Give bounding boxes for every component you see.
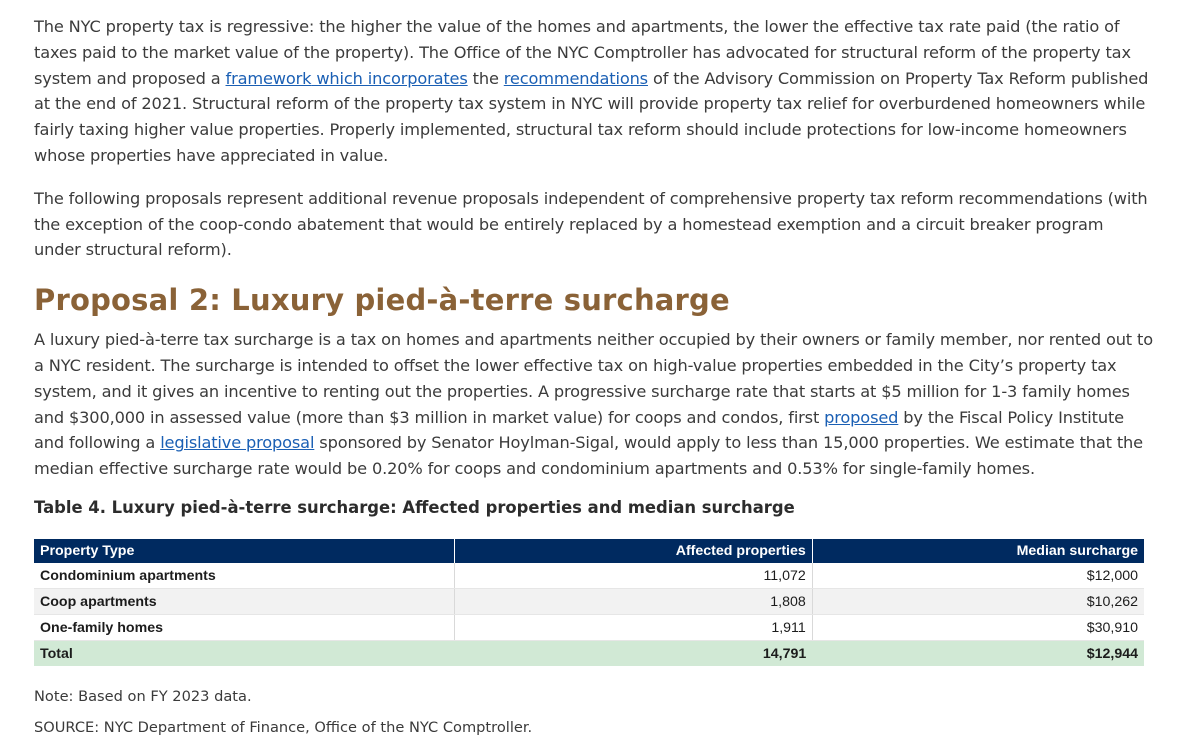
table-header-row: Property Type Affected properties Median… (34, 539, 1144, 563)
cell-median-surcharge: $30,910 (812, 614, 1144, 641)
total-affected-properties: 14,791 (454, 640, 813, 666)
cell-affected-properties: 1,808 (454, 588, 813, 615)
surcharge-table: Property Type Affected properties Median… (34, 539, 1144, 666)
section-paragraph: A luxury pied-à-terre tax surcharge is a… (34, 330, 1153, 479)
recommendations-link[interactable]: recommendations (503, 68, 648, 88)
cell-affected-properties: 1,911 (454, 614, 813, 641)
intro-text: The NYC property tax is regressive: the … (34, 17, 1131, 88)
article-content: The NYC property tax is regressive: the … (34, 14, 1154, 519)
cell-affected-properties: 11,072 (454, 563, 813, 589)
section-heading: Proposal 2: Luxury pied-à-terre surcharg… (34, 283, 730, 318)
total-label: Total (34, 640, 454, 666)
framework-link[interactable]: framework which incorporates (225, 68, 468, 88)
table-note: Note: Based on FY 2023 data. (34, 688, 252, 705)
cell-property-type: One-family homes (34, 614, 455, 641)
table-row: One-family homes 1,911 $30,910 (34, 614, 1144, 641)
table-row: Condominium apartments 11,072 $12,000 (34, 563, 1144, 589)
cell-property-type: Coop apartments (34, 588, 455, 615)
intro-text: of the Advisory Commission on Property T… (34, 68, 1149, 165)
header-affected-properties: Affected properties (454, 539, 813, 563)
proposed-link[interactable]: proposed (824, 407, 899, 427)
header-median-surcharge: Median surcharge (812, 539, 1144, 563)
cell-median-surcharge: $12,000 (812, 563, 1144, 589)
table-total-row: Total 14,791 $12,944 (34, 640, 1144, 666)
intro-paragraph-1: The NYC property tax is regressive: the … (34, 14, 1154, 169)
table-source: SOURCE: NYC Department of Finance, Offic… (34, 719, 533, 736)
intro-text: the (467, 68, 504, 88)
cell-property-type: Condominium apartments (34, 563, 455, 589)
table-row: Coop apartments 1,808 $10,262 (34, 588, 1144, 615)
table-caption: Table 4. Luxury pied-à-terre surcharge: … (34, 497, 795, 517)
intro-paragraph-2: The following proposals represent additi… (34, 188, 1148, 260)
total-median-surcharge: $12,944 (812, 640, 1144, 666)
header-property-type: Property Type (34, 539, 455, 563)
legislative-proposal-link[interactable]: legislative proposal (160, 433, 315, 453)
cell-median-surcharge: $10,262 (812, 588, 1144, 615)
